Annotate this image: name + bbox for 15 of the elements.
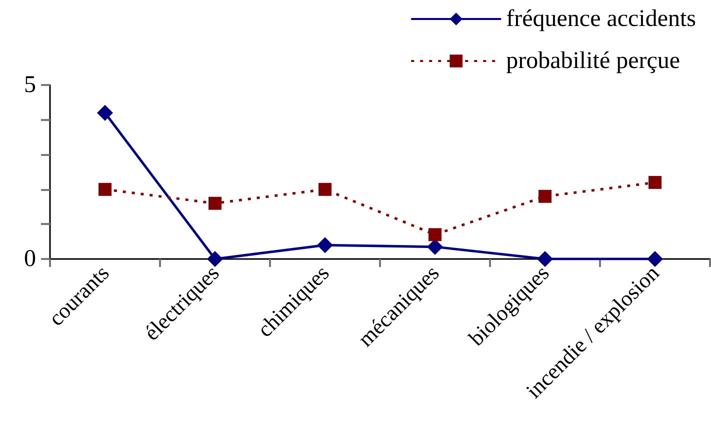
legend-label: probabilité perçue <box>506 48 680 74</box>
point <box>97 104 113 121</box>
point <box>648 176 662 189</box>
point <box>208 196 222 210</box>
point <box>317 237 333 254</box>
y-tick-label: 0 <box>24 246 36 272</box>
point <box>207 251 223 267</box>
point <box>647 251 663 267</box>
point <box>98 182 112 196</box>
legend-label: fréquence accidents <box>506 6 696 32</box>
point <box>318 182 332 196</box>
y-tick-label: 5 <box>24 72 36 98</box>
point <box>538 190 552 203</box>
point <box>428 228 442 242</box>
point <box>537 251 553 267</box>
